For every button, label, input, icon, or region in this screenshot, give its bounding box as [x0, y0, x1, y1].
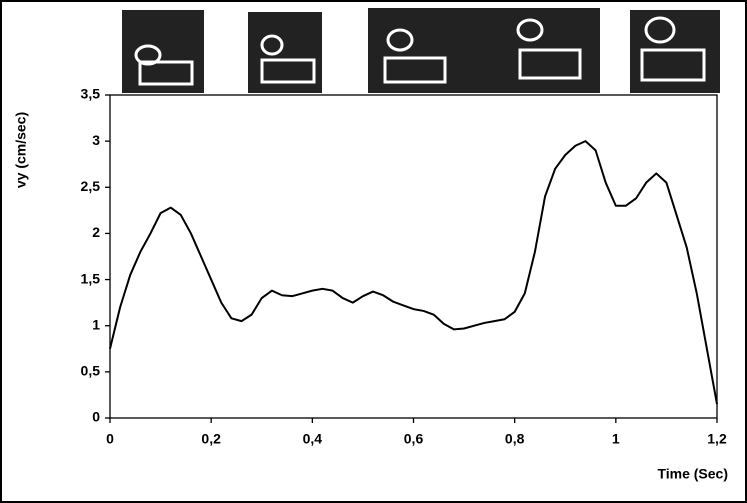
- x-tick-label: 0: [106, 431, 114, 447]
- x-tick-label: 0,2: [201, 431, 221, 447]
- plot-area: [109, 94, 718, 419]
- video-frames: [122, 8, 720, 93]
- y-tick-label: 3,5: [81, 86, 101, 102]
- video-frame: [248, 12, 322, 93]
- y-tick-label: 2: [92, 224, 100, 240]
- x-tick-label: 0,8: [505, 431, 525, 447]
- y-tick-label: 0,5: [81, 363, 101, 379]
- y-axis-label: vy (cm/sec): [13, 112, 29, 188]
- x-tick-label: 1,2: [707, 431, 727, 447]
- y-tick-label: 1: [92, 316, 100, 332]
- y-tick-label: 2,5: [81, 178, 101, 194]
- y-tick-label: 0: [92, 409, 100, 425]
- x-tick-label: 0,4: [303, 431, 323, 447]
- x-tick-label: 1: [612, 431, 620, 447]
- y-tick-label: 3: [92, 132, 100, 148]
- x-tick-label: 0,6: [404, 431, 424, 447]
- x-axis-label: Time (Sec): [657, 466, 728, 482]
- data-line: [109, 140, 718, 405]
- y-tick-label: 1,5: [81, 270, 101, 286]
